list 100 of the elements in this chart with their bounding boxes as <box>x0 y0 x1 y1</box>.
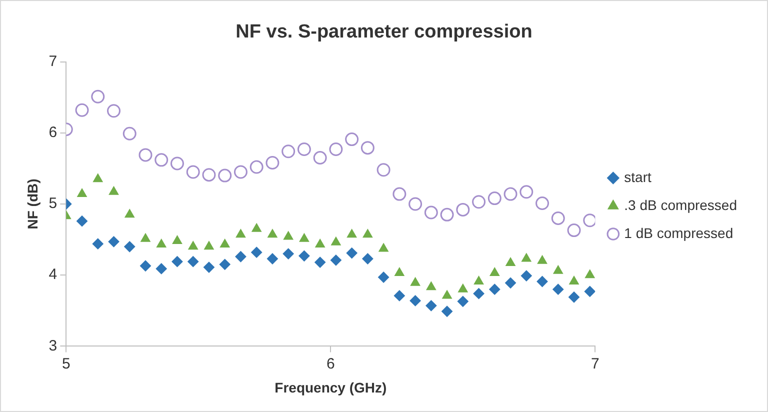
point <box>489 284 500 295</box>
point <box>506 258 516 266</box>
point <box>203 262 214 273</box>
point <box>378 272 390 283</box>
x-tick-label: 6 <box>326 355 335 372</box>
x-tick-label: 5 <box>62 355 70 372</box>
point <box>93 174 103 182</box>
point <box>442 290 452 299</box>
legend-label: 1 dB compressed <box>624 224 734 241</box>
point <box>426 300 437 312</box>
point <box>313 151 327 165</box>
y-tick-label: 7 <box>48 52 58 70</box>
point <box>552 284 564 295</box>
point <box>77 188 87 198</box>
point <box>202 168 216 182</box>
point <box>108 186 119 195</box>
point <box>268 229 278 238</box>
point <box>376 163 390 177</box>
point <box>108 236 120 248</box>
chart-title: NF vs. S-parameter compression <box>236 22 532 43</box>
point <box>330 254 342 266</box>
point <box>567 224 581 238</box>
point <box>553 265 563 274</box>
point <box>520 270 532 282</box>
point <box>424 206 438 220</box>
point <box>346 248 358 259</box>
point <box>392 187 406 201</box>
point <box>457 296 468 307</box>
point <box>156 239 166 248</box>
point <box>505 277 516 288</box>
point <box>362 253 374 264</box>
point <box>522 253 532 262</box>
point <box>551 211 565 225</box>
point <box>537 255 548 264</box>
point <box>250 160 264 174</box>
point <box>91 90 105 104</box>
point <box>284 231 294 240</box>
point <box>154 153 168 167</box>
point <box>282 248 294 260</box>
point <box>585 270 595 278</box>
point <box>172 235 182 244</box>
point <box>472 195 486 209</box>
y-tick-label: 5 <box>48 195 58 212</box>
point <box>218 168 232 182</box>
point <box>568 292 580 303</box>
point <box>394 267 404 276</box>
point <box>536 276 548 287</box>
point <box>107 104 121 118</box>
point <box>156 263 167 274</box>
point <box>75 103 89 117</box>
point <box>362 229 373 238</box>
point <box>426 282 436 290</box>
point <box>345 132 359 146</box>
point <box>298 250 310 262</box>
point <box>252 223 262 232</box>
point <box>138 148 152 162</box>
point <box>124 209 134 218</box>
y-tick-label: 3 <box>48 337 58 354</box>
point <box>488 192 502 206</box>
point <box>122 126 136 140</box>
point <box>234 165 248 179</box>
point <box>458 284 468 292</box>
point <box>236 229 246 238</box>
y-tick-label: 6 <box>48 124 58 142</box>
point <box>188 256 199 268</box>
x-tick-label: 7 <box>590 355 600 372</box>
legend-label: .3 dB compressed <box>624 196 738 213</box>
point <box>124 241 136 252</box>
point <box>315 239 325 248</box>
point <box>456 202 470 216</box>
point <box>360 141 374 155</box>
point <box>314 256 326 268</box>
point <box>331 236 341 246</box>
point <box>172 256 183 268</box>
point <box>569 276 579 284</box>
point <box>219 258 230 270</box>
point <box>584 286 596 297</box>
point <box>473 288 484 300</box>
point <box>329 142 343 156</box>
point <box>266 156 280 170</box>
point <box>408 197 422 211</box>
point <box>76 216 88 227</box>
point <box>490 267 500 276</box>
point <box>442 306 453 317</box>
point <box>536 196 550 210</box>
point <box>186 165 200 179</box>
point <box>235 251 246 262</box>
x-axis-title: Frequency (GHz) <box>274 379 387 396</box>
point <box>410 277 420 286</box>
point <box>410 295 421 306</box>
point <box>440 208 454 222</box>
point <box>299 233 310 242</box>
legend-label: start <box>624 168 652 185</box>
y-tick-label: 4 <box>48 266 58 284</box>
point <box>520 185 534 199</box>
y-axis-title: NF (dB) <box>24 178 40 230</box>
point <box>140 233 150 242</box>
point <box>394 290 405 302</box>
point <box>378 243 388 252</box>
point <box>474 276 484 284</box>
